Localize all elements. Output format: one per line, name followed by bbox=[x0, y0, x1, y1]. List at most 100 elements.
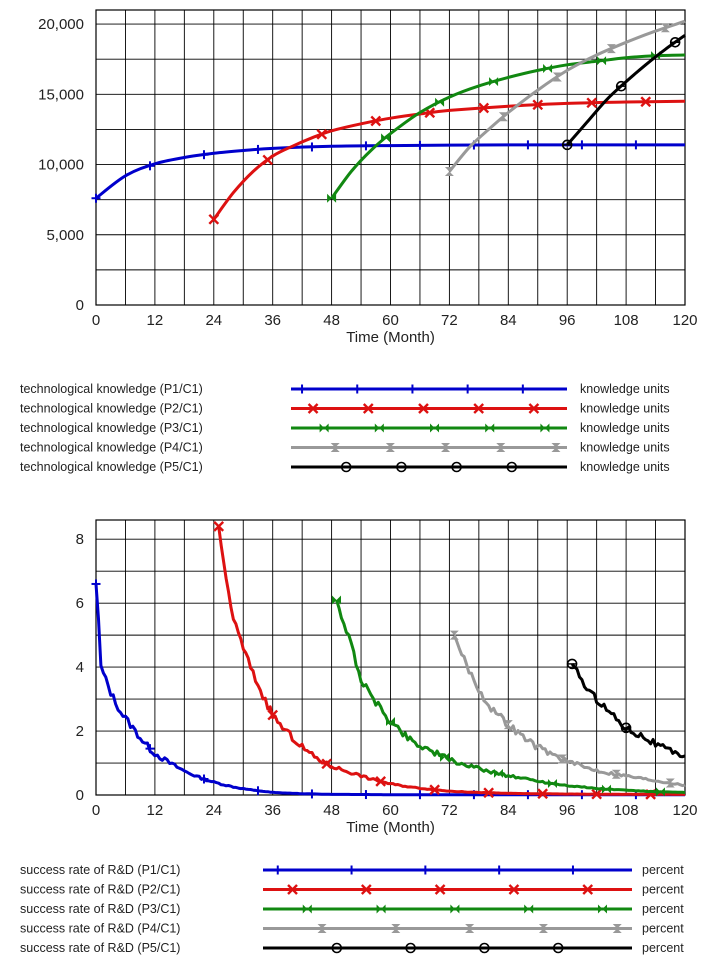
data-point-marker bbox=[375, 776, 387, 787]
legend-marker bbox=[360, 884, 372, 895]
legend-marker bbox=[407, 384, 417, 394]
legend-marker bbox=[473, 403, 485, 414]
x-axis-title: Time (Month) bbox=[346, 329, 435, 346]
legend-entry-1: success rate of R&D (P1/C1) percent bbox=[20, 863, 684, 877]
legend-label: technological knowledge (P2/C1) bbox=[20, 402, 203, 416]
series-4 bbox=[449, 630, 686, 788]
x-tick-label: 120 bbox=[672, 802, 697, 819]
series-2 bbox=[213, 521, 685, 800]
legend-marker bbox=[391, 924, 401, 933]
legend-marker bbox=[331, 942, 343, 954]
data-point-marker bbox=[91, 579, 101, 589]
x-tick-label: 24 bbox=[205, 312, 222, 329]
series-line bbox=[212, 99, 686, 221]
data-point-marker bbox=[498, 112, 508, 122]
legend-marker bbox=[479, 942, 490, 954]
legend-marker bbox=[347, 865, 357, 875]
legend-marker bbox=[273, 865, 283, 875]
data-point-marker bbox=[665, 778, 675, 788]
legend-unit: knowledge units bbox=[580, 402, 670, 416]
data-point-marker bbox=[483, 787, 495, 799]
legend-marker bbox=[405, 942, 416, 954]
y-tick-label: 10,000 bbox=[38, 157, 84, 174]
series-2 bbox=[208, 96, 686, 225]
data-point-marker bbox=[327, 193, 337, 203]
legend-marker bbox=[385, 443, 395, 452]
legend-marker bbox=[582, 884, 594, 895]
legend-marker bbox=[362, 403, 374, 414]
y-tick-label: 4 bbox=[76, 659, 84, 676]
legend-marker bbox=[330, 443, 340, 452]
data-point-marker bbox=[655, 787, 665, 797]
legend-marker bbox=[302, 904, 312, 914]
legend-marker bbox=[465, 924, 475, 933]
data-point-marker bbox=[489, 77, 499, 87]
legend-marker bbox=[485, 423, 495, 433]
y-tick-label: 6 bbox=[76, 595, 84, 612]
knowledge-chart: 0 5,000 10,000 15,000 20,000 0 12 24 36 48 60 72 84 9… bbox=[38, 9, 698, 346]
series-3 bbox=[332, 595, 686, 797]
data-point-marker bbox=[307, 789, 317, 799]
legend-marker bbox=[524, 904, 534, 914]
legend-entry-5: success rate of R&D (P5/C1) percent bbox=[20, 941, 684, 955]
data-point-marker bbox=[332, 595, 342, 605]
data-point-marker bbox=[478, 102, 490, 114]
data-point-marker bbox=[503, 720, 513, 730]
data-point-marker bbox=[606, 44, 616, 54]
x-tick-label: 120 bbox=[672, 312, 697, 329]
legend-marker bbox=[508, 884, 520, 895]
data-point-marker bbox=[253, 144, 263, 154]
legend-label: success rate of R&D (P4/C1) bbox=[20, 922, 180, 936]
y-tick-label: 2 bbox=[76, 723, 84, 740]
legend-marker bbox=[494, 865, 504, 875]
data-point-marker bbox=[660, 23, 670, 33]
data-point-marker bbox=[415, 140, 425, 150]
x-tick-label: 60 bbox=[382, 802, 399, 819]
x-tick-label: 108 bbox=[614, 802, 639, 819]
legend-unit: knowledge units bbox=[580, 382, 670, 396]
legend-marker bbox=[396, 461, 407, 473]
legend-marker bbox=[528, 403, 540, 414]
x-tick-label: 96 bbox=[559, 802, 576, 819]
x-tick-label: 0 bbox=[92, 312, 100, 329]
y-tick-label: 5,000 bbox=[46, 227, 84, 244]
legend-unit: knowledge units bbox=[580, 441, 670, 455]
legend-marker bbox=[538, 924, 548, 933]
data-point-marker bbox=[307, 142, 317, 152]
data-point-marker bbox=[199, 150, 209, 160]
x-tick-label: 60 bbox=[382, 312, 399, 329]
data-point-marker bbox=[208, 213, 220, 225]
data-point-marker bbox=[145, 744, 155, 754]
data-point-marker bbox=[640, 96, 652, 108]
legend-unit: percent bbox=[642, 883, 684, 897]
legend-unit: knowledge units bbox=[580, 460, 670, 474]
data-point-marker bbox=[543, 64, 553, 74]
legend-marker bbox=[441, 443, 451, 452]
data-point-marker bbox=[370, 115, 382, 127]
data-point-marker bbox=[439, 752, 449, 762]
data-point-marker bbox=[444, 167, 454, 177]
legend-marker bbox=[434, 884, 446, 895]
legend-marker bbox=[612, 924, 622, 933]
data-point-marker bbox=[321, 758, 333, 770]
data-point-marker bbox=[591, 788, 602, 800]
x-tick-label: 72 bbox=[441, 802, 458, 819]
data-point-marker bbox=[557, 754, 567, 764]
legend-marker bbox=[297, 384, 307, 394]
x-tick-label: 48 bbox=[323, 312, 340, 329]
legend-marker bbox=[430, 423, 440, 433]
series-line bbox=[217, 526, 685, 796]
x-tick-label: 72 bbox=[441, 312, 458, 329]
data-point-marker bbox=[620, 722, 632, 734]
data-point-marker bbox=[316, 128, 328, 140]
legend-marker bbox=[317, 924, 327, 933]
y-tick-label: 15,000 bbox=[38, 86, 84, 103]
legend-entry-4: success rate of R&D (P4/C1) percent bbox=[20, 922, 684, 936]
x-axis-title: Time (Month) bbox=[346, 819, 435, 836]
data-point-marker bbox=[267, 709, 279, 721]
legend-label: technological knowledge (P3/C1) bbox=[20, 421, 203, 435]
data-point-marker bbox=[91, 193, 101, 203]
legend-marker bbox=[597, 904, 607, 914]
data-point-marker bbox=[213, 521, 225, 532]
